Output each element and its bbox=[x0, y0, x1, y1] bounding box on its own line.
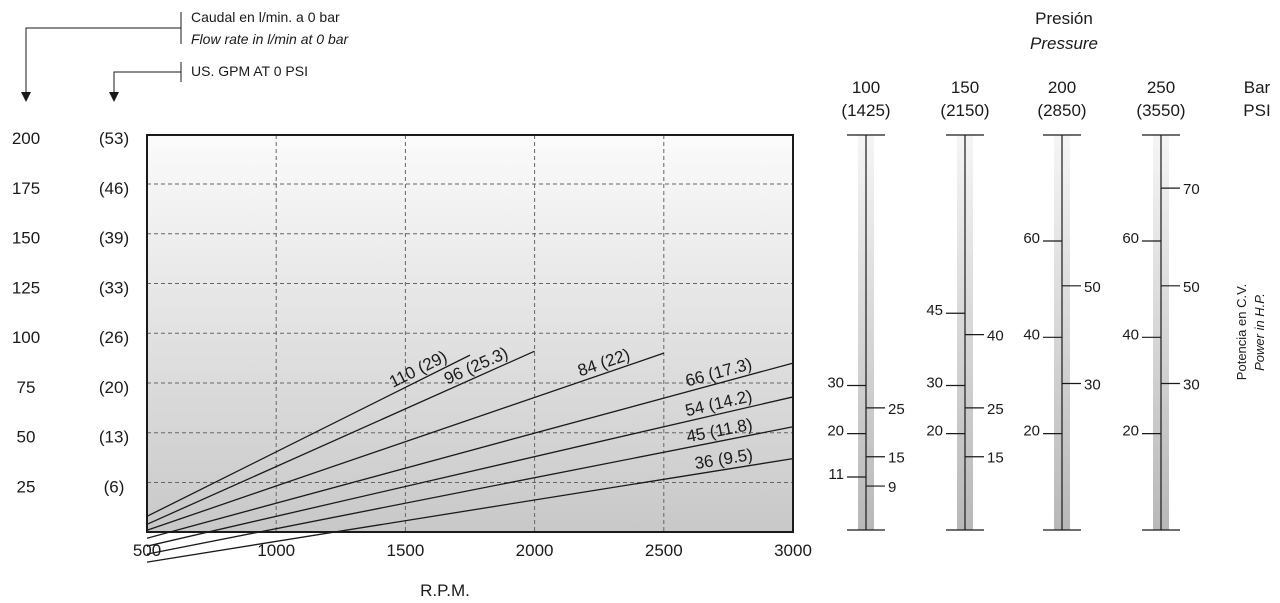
cv-tick-label: 40 bbox=[1023, 326, 1040, 343]
y-tick-lpm: 25 bbox=[17, 477, 36, 496]
hp-tick-label: 70 bbox=[1183, 181, 1200, 198]
power-label-hp: Power in H.P. bbox=[1252, 293, 1267, 371]
y-tick-gpm: (26) bbox=[99, 328, 129, 347]
pressure-title: Presión bbox=[1035, 9, 1093, 28]
hp-tick-label: 30 bbox=[1084, 376, 1101, 393]
cv-tick-label: 60 bbox=[1122, 230, 1139, 247]
cv-tick-label: 20 bbox=[1122, 423, 1139, 440]
y-tick-gpm: (53) bbox=[99, 129, 129, 148]
y-tick-lpm: 125 bbox=[12, 278, 40, 297]
series-line bbox=[146, 396, 794, 547]
hp-tick-label: 15 bbox=[888, 450, 905, 467]
cv-tick-label: 60 bbox=[1023, 230, 1040, 247]
y-tick-gpm: (13) bbox=[99, 428, 129, 447]
flow-header-line2: Flow rate in l/min at 0 bar bbox=[191, 31, 350, 47]
pressure-bar-label: 100 bbox=[852, 78, 880, 97]
pressure-psi-label: (3550) bbox=[1136, 101, 1185, 120]
y-tick-gpm: (33) bbox=[99, 278, 129, 297]
pressure-psi-label: (1425) bbox=[841, 101, 890, 120]
hp-tick-label: 25 bbox=[987, 401, 1004, 418]
grid bbox=[147, 135, 793, 532]
x-tick-label: 1500 bbox=[386, 541, 424, 560]
hp-tick-label: 50 bbox=[1183, 279, 1200, 296]
hp-tick-label: 25 bbox=[888, 401, 905, 418]
cv-tick-label: 20 bbox=[1023, 423, 1040, 440]
cv-tick-label: 30 bbox=[827, 374, 844, 391]
hp-tick-label: 50 bbox=[1084, 279, 1101, 296]
x-tick-label: 2500 bbox=[645, 541, 683, 560]
gpm-header: US. GPM AT 0 PSI bbox=[191, 63, 308, 79]
pressure-bar-label: 150 bbox=[951, 78, 979, 97]
series-line bbox=[146, 352, 665, 531]
hp-tick-label: 40 bbox=[987, 328, 1004, 345]
cv-tick-label: 30 bbox=[926, 374, 943, 391]
pressure-bar-label: 250 bbox=[1147, 78, 1175, 97]
cv-tick-label: 11 bbox=[828, 466, 844, 483]
cv-tick-label: 40 bbox=[1122, 326, 1139, 343]
y-tick-gpm: (20) bbox=[99, 378, 129, 397]
power-label-cv: Potencia en C.V. bbox=[1234, 284, 1249, 380]
series-line bbox=[146, 457, 794, 563]
y-axis-labels: 200 (53) 175 (46) 150 (39) 125 (33) 100 (26) 75 (20… bbox=[12, 129, 129, 496]
y-tick-lpm: 75 bbox=[17, 378, 36, 397]
y-tick-lpm: 100 bbox=[12, 328, 40, 347]
series-line bbox=[146, 354, 471, 517]
unit-bar: Bar bbox=[1244, 78, 1271, 97]
y-tick-lpm: 150 bbox=[12, 229, 40, 248]
pressure-psi-label: (2150) bbox=[940, 101, 989, 120]
x-tick-label: 500 bbox=[133, 541, 161, 560]
pressure-bar-label: 200 bbox=[1048, 78, 1076, 97]
hp-tick-label: 9 bbox=[888, 479, 896, 496]
x-axis-labels: 500 1000 1500 2000 2500 3000 bbox=[133, 541, 812, 560]
plot-frame bbox=[146, 134, 794, 533]
x-tick-label: 1000 bbox=[257, 541, 295, 560]
cv-tick-label: 20 bbox=[926, 423, 943, 440]
y-tick-lpm: 175 bbox=[12, 179, 40, 198]
flow-header-line1: Caudal en l/min. a 0 bar bbox=[191, 9, 340, 25]
x-tick-label: 2000 bbox=[516, 541, 554, 560]
cv-tick-label: 45 bbox=[926, 302, 943, 319]
series-line bbox=[146, 350, 535, 525]
y-tick-gpm: (46) bbox=[99, 179, 129, 198]
hp-tick-label: 30 bbox=[1183, 376, 1200, 393]
y-tick-lpm: 50 bbox=[17, 428, 36, 447]
y-tick-gpm: (39) bbox=[99, 229, 129, 248]
pressure-subtitle: Pressure bbox=[1030, 34, 1098, 53]
hp-tick-label: 15 bbox=[987, 450, 1004, 467]
cv-tick-label: 20 bbox=[827, 423, 844, 440]
flow-header: Caudal en l/min. a 0 bar Flow rate in l/… bbox=[21, 9, 350, 102]
pressure-psi-label: (2850) bbox=[1037, 101, 1086, 120]
unit-psi: PSI bbox=[1243, 101, 1270, 120]
pressure-scales: 100 (1425) 30 20 11 25 15 9 150 (2150) 45 30 20 40 25 1… bbox=[827, 78, 1200, 531]
y-tick-lpm: 200 bbox=[12, 129, 40, 148]
y-tick-gpm: (6) bbox=[104, 477, 125, 496]
x-tick-label: 3000 bbox=[774, 541, 812, 560]
series-line bbox=[146, 362, 794, 539]
x-axis-title: R.P.M. bbox=[420, 581, 470, 600]
